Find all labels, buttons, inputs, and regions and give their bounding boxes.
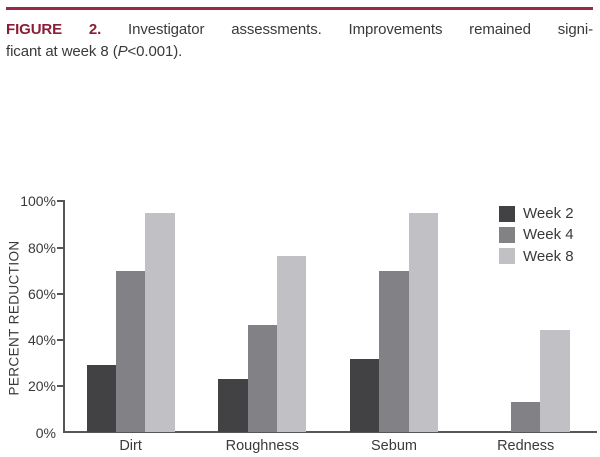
bar-roughness-week-2 [218,379,248,433]
caption-line-2: ficant at week 8 (P<0.001). [6,41,593,63]
y-tick-label-0: 0% [35,424,56,441]
figure-caption: FIGURE 2. Investigator assessments. Impr… [6,19,593,63]
legend-label-week-4: Week 4 [523,226,574,244]
bar-redness-week-8 [540,329,570,433]
y-tick-label-40: 40% [27,332,56,349]
y-tick-20 [56,385,63,388]
x-axis-line [62,431,597,433]
bar-sebum-week-2 [349,358,380,433]
y-tick-label-80: 80% [27,239,56,256]
caption-line-1: FIGURE 2. Investigator assessments. Impr… [6,19,593,41]
y-tick-40 [56,339,63,342]
caption-text-2a: ficant at week 8 ( [6,43,118,60]
y-tick-60 [56,292,63,295]
x-label-sebum: Sebum [371,437,417,454]
y-tick-100 [56,200,63,203]
bar-roughness-week-4 [247,324,277,433]
bar-roughness-week-8 [277,255,307,433]
legend-swatch-week-4 [499,226,515,243]
caption-text-1: Investigator assessments. Improvements r… [128,21,593,38]
bar-sebum-week-4 [379,270,409,433]
legend-swatch-week-8 [499,248,515,265]
legend-label-week-2: Week 2 [523,205,574,222]
y-axis-line [62,200,65,432]
y-tick-label-60: 60% [27,285,56,302]
caption-p-value-symbol: P [117,43,128,60]
bar-dirt-week-2 [86,365,116,433]
legend-label-week-8: Week 8 [523,247,574,265]
y-tick-80 [56,246,63,249]
x-label-dirt: Dirt [119,437,142,454]
x-label-roughness: Roughness [225,437,299,454]
y-tick-label-20: 20% [27,378,56,395]
bar-redness-week-4 [511,402,541,433]
y-tick-label-100: 100% [20,193,56,210]
caption-text-2b: <0.001). [127,43,183,60]
bar-sebum-week-8 [408,212,439,433]
y-axis-title: PERCENT REDUCTION [6,240,22,396]
bar-dirt-week-4 [115,270,146,433]
x-label-redness: Redness [497,437,555,454]
legend-swatch-week-2 [499,205,515,222]
bar-dirt-week-8 [145,212,175,433]
top-rule [6,7,593,10]
figure-label: FIGURE 2. [6,21,102,38]
